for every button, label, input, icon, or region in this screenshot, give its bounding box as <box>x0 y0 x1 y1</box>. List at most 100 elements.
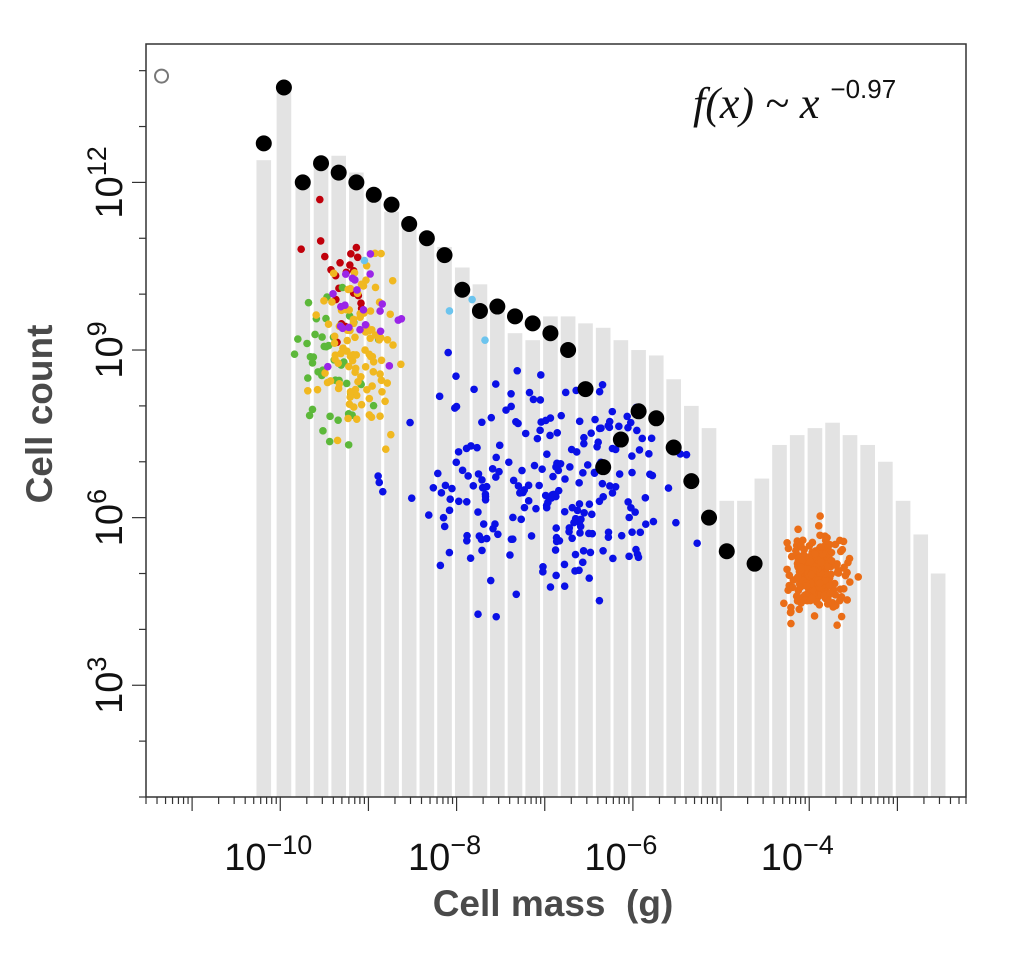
scatter-point-blue <box>532 504 540 513</box>
scatter-point-blue <box>462 497 471 506</box>
scatter-point-blue <box>571 567 579 575</box>
scatter-point-orange <box>787 552 796 561</box>
scatter-point-blue <box>615 422 623 431</box>
scatter-point-blue <box>512 590 521 599</box>
scatter-point-blue <box>543 450 551 459</box>
histogram-bar <box>631 350 646 797</box>
scatter-point-orange <box>797 599 805 607</box>
scatter-point-blue <box>571 550 580 559</box>
scatter-point-purple <box>338 324 347 333</box>
scatter-point-blue <box>664 484 673 492</box>
scatter-point-orange <box>798 556 806 565</box>
scatter-point-blue <box>573 506 582 515</box>
scatter-point-green <box>338 283 347 292</box>
scatter-point-blue <box>514 482 523 490</box>
series-point-black <box>718 543 735 560</box>
scatter-point-yellow <box>371 283 380 292</box>
scatter-point-blue <box>551 546 560 554</box>
scatter-point-blue <box>464 472 472 480</box>
scatter-point-orange <box>841 571 850 580</box>
scatter-point-yellow <box>357 372 365 381</box>
scatter-point-orange <box>816 543 825 551</box>
scatter-point-blue <box>525 388 534 397</box>
scatter-point-blue <box>598 380 607 389</box>
series-point-black <box>630 403 647 420</box>
scatter-point-orange <box>826 589 835 598</box>
scatter-point-yellow <box>357 280 366 289</box>
scatter-point-yellow <box>361 346 369 354</box>
scatter-point-blue <box>606 482 614 490</box>
histogram-bar <box>276 87 292 797</box>
scatter-point-blue <box>628 528 636 536</box>
scatter-point-blue <box>536 396 545 404</box>
scatter-point-yellow <box>312 311 320 319</box>
scatter-point-blue <box>609 554 617 563</box>
scatter-point-blue <box>554 486 563 495</box>
scatter-point-blue <box>481 495 490 504</box>
scatter-point-blue <box>536 426 544 435</box>
scatter-point-yellow <box>346 388 355 396</box>
scatter-point-yellow <box>387 430 395 439</box>
series-point-black <box>542 325 559 342</box>
scatter-point-blue <box>488 465 497 473</box>
scatter-point-blue <box>491 380 500 388</box>
scatter-point-purple <box>385 362 394 370</box>
scatter-point-yellow <box>344 414 352 423</box>
scatter-point-purple <box>341 270 350 278</box>
binned-means <box>154 68 763 572</box>
scatter-point-blue <box>473 443 481 452</box>
histogram-bar <box>719 500 735 797</box>
scatter-point-blue <box>507 402 515 411</box>
scatter-point-orange <box>821 536 830 545</box>
histogram-bar <box>613 340 629 797</box>
scatter-point-blue <box>509 513 517 522</box>
scatter-point-red <box>353 253 362 262</box>
scatter-point-orange <box>785 571 794 580</box>
scatter-point-blue <box>580 433 588 442</box>
series-point-black <box>313 155 330 172</box>
y-tick-label: 1012 <box>82 146 131 218</box>
scatter-point-yellow <box>329 269 338 278</box>
scatter-point-blue <box>597 424 605 433</box>
scatter-point-yellow <box>397 360 405 369</box>
scatter-point-blue <box>546 583 555 591</box>
scatter-point-red <box>316 237 325 245</box>
scatter-point-orange <box>840 563 848 572</box>
scatter-point-blue <box>433 469 442 478</box>
x-tick-label: 10−4 <box>761 830 834 879</box>
scatter-point-blue <box>458 466 467 475</box>
scatter-point-orange <box>827 570 835 579</box>
scatter-point-blue <box>578 558 587 567</box>
scatter-point-blue <box>631 508 639 516</box>
scatter-point-blue <box>509 476 518 485</box>
scatter-point-yellow <box>389 341 397 349</box>
scatter-point-blue <box>623 412 632 421</box>
scatter-point-blue <box>611 483 620 491</box>
scatter-point-blue <box>470 385 478 394</box>
scatter-point-red <box>352 243 361 252</box>
scatter-point-orange <box>794 525 802 534</box>
scatter-point-green <box>305 411 314 420</box>
scatter-point-green <box>294 335 302 343</box>
histogram-bar <box>878 461 893 797</box>
series-point-black <box>507 308 524 325</box>
scatter-point-blue <box>552 524 561 532</box>
scatter-point-yellow <box>365 411 374 419</box>
scatter-point-blue <box>604 533 613 541</box>
scatter-point-blue <box>557 411 566 420</box>
scatter-point-green <box>304 374 312 382</box>
scatter-point-purple <box>397 314 406 323</box>
x-tick-label: 10−10 <box>224 830 312 879</box>
series-point-black <box>577 381 594 398</box>
scatter-point-orange <box>838 545 847 554</box>
scatter-point-yellow <box>367 326 376 334</box>
scatter-point-orange <box>784 586 792 594</box>
series-point-black <box>524 315 541 332</box>
series-point-black <box>746 555 763 572</box>
scatter-point-orange <box>825 581 834 590</box>
scatter-point-purple <box>366 270 374 278</box>
scatter-point-orange <box>791 546 800 555</box>
scatter-point-yellow <box>348 356 357 365</box>
power-law-annotation: f(x) ~ x −0.97 <box>693 74 896 128</box>
histogram-bar <box>454 267 470 797</box>
